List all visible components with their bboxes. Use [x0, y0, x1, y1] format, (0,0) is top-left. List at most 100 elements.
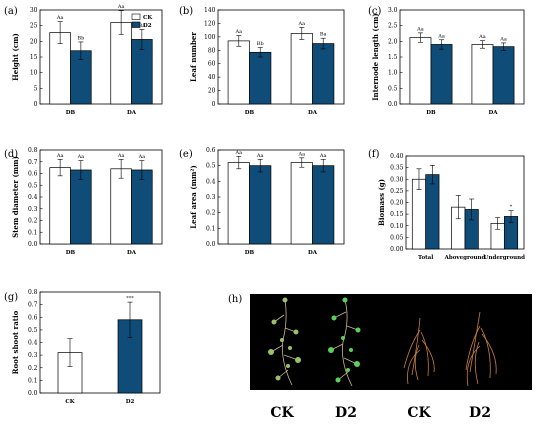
- y-tick-label: 25: [30, 23, 38, 30]
- y-axis-label: Biomass (g): [377, 179, 386, 226]
- panel-label-g: (g): [4, 292, 18, 303]
- plot-frame: [217, 9, 345, 105]
- y-tick-label: 3.0: [388, 7, 398, 14]
- significance-label: Aa: [437, 33, 445, 39]
- significance-label: Aa: [117, 4, 125, 10]
- y-tick-label: 0.0: [388, 101, 398, 108]
- y-tick-label: 0.3: [28, 352, 38, 359]
- y-tick-label: 1.5: [388, 54, 398, 61]
- significance-label: Aa: [478, 34, 486, 40]
- significance-label: Aa: [319, 153, 327, 159]
- d2-root-image: [465, 311, 497, 387]
- y-tick-label: 0.1: [28, 229, 38, 236]
- y-tick-label: 0.4: [206, 178, 216, 185]
- x-tick-label: DA: [488, 110, 498, 116]
- photo-label-ck-shoot: CK: [270, 405, 294, 421]
- bar-ck-da: [290, 33, 313, 105]
- y-tick-label: 120: [204, 20, 216, 27]
- bar-d2-db: [249, 165, 272, 245]
- bar-d2-da: [312, 165, 335, 245]
- y-axis-label: Root shoot ratio: [11, 310, 20, 374]
- bar-d2-da: [131, 169, 153, 245]
- chart-f: (f) 0.00 0.05 0.10 0.15 0.20 0.25 0.30 0.35 0.40 B…: [368, 149, 525, 261]
- significance-label: Aa: [56, 15, 64, 21]
- panel-label-c: (c): [368, 6, 382, 17]
- y-tick-label: 100: [204, 34, 216, 41]
- y-tick-label: 0.25: [390, 188, 404, 195]
- photo-panel: (h): [228, 294, 532, 421]
- y-tick-label: 0.6: [206, 147, 216, 154]
- ck-root-image: [403, 317, 435, 385]
- y-tick-label: 2.5: [388, 23, 398, 30]
- y-tick-label: 0.5: [28, 327, 38, 334]
- x-tick-label: DB: [66, 110, 76, 116]
- significance-label: Bb: [257, 41, 264, 47]
- y-tick-label: 15: [30, 54, 38, 61]
- bar-ck-da: [110, 22, 132, 105]
- significance-label: Aa: [297, 21, 305, 27]
- bar-d2-da: [312, 43, 335, 105]
- bar-ck-db: [227, 162, 250, 245]
- y-tick-label: 40: [208, 74, 216, 81]
- panel-label-h: (h): [228, 294, 242, 305]
- y-tick-label: 0.6: [28, 171, 38, 178]
- bar-d2-db: [249, 51, 272, 105]
- d2-shoot-leaves: [328, 297, 361, 383]
- bar-d2-db: [70, 169, 92, 245]
- significance-label: Aa: [256, 153, 264, 159]
- y-tick-label: 0.4: [28, 340, 38, 347]
- photo-label-d2-root: D2: [469, 405, 491, 421]
- significance-label: Ba: [139, 23, 146, 29]
- y-tick-label: 20: [208, 88, 216, 95]
- y-tick-label: 0.00: [390, 246, 404, 253]
- significance-label: Aa: [117, 153, 125, 159]
- significance-label: Ba: [320, 32, 327, 38]
- x-tick-label: DB: [426, 110, 436, 116]
- significance-label: Aa: [499, 36, 507, 42]
- photo-background: [250, 294, 532, 390]
- y-tick-label: 0.15: [390, 211, 404, 218]
- panel-label-b: (b): [179, 6, 193, 17]
- y-tick-label: 0.10: [390, 223, 404, 230]
- panel-label-a: (a): [4, 6, 18, 17]
- x-tick-label: DA: [127, 110, 137, 116]
- legend-swatch-d2: [131, 21, 141, 28]
- legend-swatch-ck: [131, 13, 141, 20]
- x-tick-label: CK: [65, 399, 74, 405]
- x-tick-label: DB: [245, 250, 255, 256]
- y-tick-label: 0.2: [28, 218, 38, 225]
- significance-label: Aa: [56, 153, 64, 159]
- y-tick-label: 0.0: [206, 241, 216, 248]
- y-tick-label: 0: [212, 101, 216, 108]
- y-tick-label: 0.7: [28, 159, 38, 166]
- bar-d2-da: [492, 46, 515, 105]
- y-axis-label: Height (cm): [11, 33, 20, 81]
- y-tick-label: 5: [34, 85, 38, 92]
- y-tick-label: 0.8: [28, 147, 38, 154]
- bar-ck-da: [471, 44, 494, 105]
- significance-label: Bb: [77, 35, 84, 41]
- x-tick-label: DB: [245, 110, 255, 116]
- legend-label-ck: CK: [143, 15, 152, 21]
- x-tick-label: Underground: [484, 255, 525, 261]
- bar-d2-db: [430, 44, 453, 105]
- y-tick-label: 80: [208, 47, 216, 54]
- y-tick-label: 0.6: [28, 314, 38, 321]
- x-tick-label: DA: [308, 110, 318, 116]
- y-tick-label: 20: [30, 38, 38, 45]
- significance-label: Aa: [138, 154, 146, 160]
- y-tick-label: 0.05: [390, 234, 404, 241]
- y-tick-label: 0.35: [390, 165, 404, 172]
- chart-g: (g) 0.0 0.1 0.2 0.3 0.4 0.5 0.6 0.7 0.8 Root shoot…: [4, 289, 161, 405]
- y-tick-label: 0.1: [28, 377, 38, 384]
- y-axis-label: Stem diameter (mm): [11, 156, 20, 238]
- y-tick-label: 0.20: [390, 200, 404, 207]
- y-tick-label: 0.2: [28, 365, 38, 372]
- chart-e: (e) 0.0 0.1 0.2 0.3 0.4 0.5 0.6 Leaf area (mm²) D…: [179, 147, 345, 256]
- chart-c: (c) 0.0 0.5 1.0 1.5 2.0 2.5 3.0 Internode length…: [368, 6, 525, 116]
- y-tick-label: 0: [34, 101, 38, 108]
- y-tick-label: 2.0: [388, 38, 398, 45]
- y-tick-label: 0.4: [28, 194, 38, 201]
- y-tick-label: 0.1: [206, 225, 216, 232]
- significance-label: Aa: [416, 26, 424, 32]
